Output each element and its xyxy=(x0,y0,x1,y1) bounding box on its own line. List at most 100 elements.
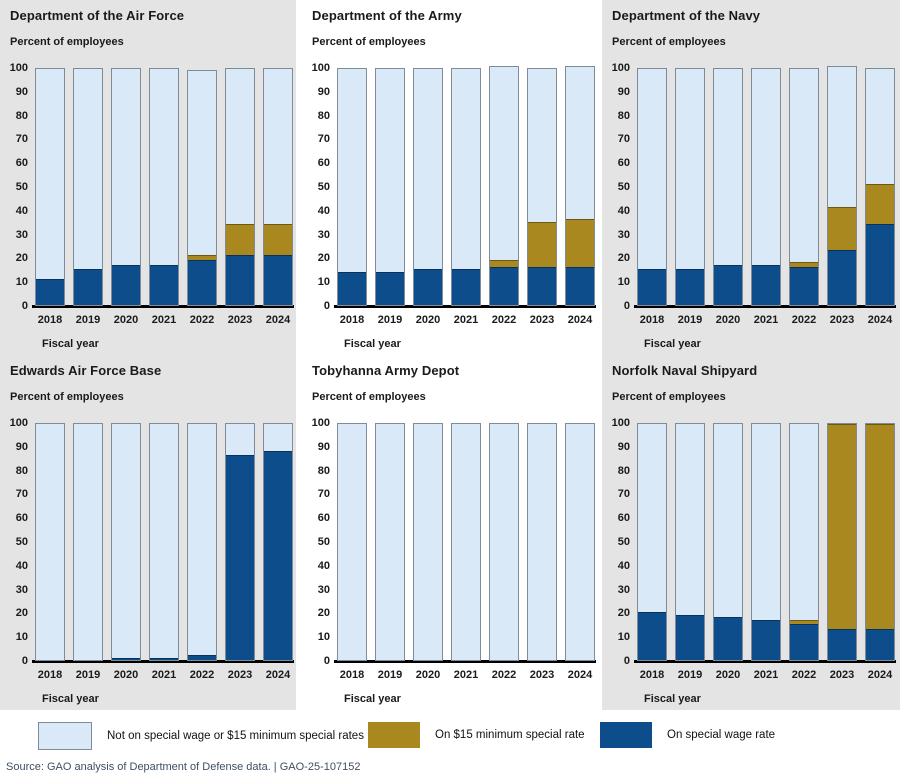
bar-2019 xyxy=(675,423,705,661)
segment-special-wage-rate xyxy=(638,612,666,660)
bar-2021 xyxy=(149,68,179,306)
segment-min15-rate xyxy=(490,259,518,267)
segment-special-wage-rate xyxy=(714,264,742,305)
bar-2021 xyxy=(451,68,481,306)
chart-edwards-afb: 0 10 20 30 40 50 60 70 80 90 100 2018 2019 2020 2021 20… xyxy=(0,417,296,681)
y-tick-label: 60 xyxy=(617,157,630,170)
y-tick-label: 20 xyxy=(15,607,28,620)
bar-2020 xyxy=(111,68,141,306)
x-tick-label: 2023 xyxy=(829,669,855,681)
x-tick-label: 2022 xyxy=(189,314,215,326)
y-tick-label: 20 xyxy=(317,607,330,620)
bar-2018 xyxy=(337,68,367,306)
x-tick-label: 2021 xyxy=(151,669,177,681)
segment-special-wage-rate xyxy=(188,655,216,660)
bar-2020 xyxy=(413,423,443,661)
y-tick-label: 80 xyxy=(617,464,630,477)
y-tick-label: 40 xyxy=(15,204,28,217)
segment-min15-rate xyxy=(528,221,556,267)
bar-2023 xyxy=(527,423,557,661)
chart-title: Department of the Navy xyxy=(612,8,761,23)
x-tick-label: 2021 xyxy=(753,669,779,681)
x-tick-label: 2022 xyxy=(491,669,517,681)
bar-2023 xyxy=(225,423,255,661)
x-axis-line xyxy=(334,660,596,663)
bar-2024 xyxy=(565,423,595,661)
x-tick-label: 2024 xyxy=(265,669,291,681)
segment-special-wage-rate xyxy=(112,264,140,305)
segment-special-wage-rate xyxy=(752,619,780,660)
legend-label: On special wage rate xyxy=(667,729,776,741)
chart-norfolk: 0 10 20 30 40 50 60 70 80 90 100 2018 2019 2020 2021 20… xyxy=(602,417,898,681)
y-tick-label: 70 xyxy=(15,488,28,501)
y-tick-label: 100 xyxy=(311,417,330,429)
y-tick-label: 60 xyxy=(15,512,28,525)
x-tick-label: 2019 xyxy=(75,669,101,681)
x-tick-label: 2022 xyxy=(491,314,517,326)
segment-special-wage-rate xyxy=(828,250,856,305)
y-tick-label: 50 xyxy=(15,536,28,548)
y-tick-label: 0 xyxy=(323,300,330,312)
segment-special-wage-rate xyxy=(790,266,818,305)
legend: Not on special wage or $15 minimum speci… xyxy=(0,722,900,754)
y-tick-label: 80 xyxy=(317,109,330,122)
segment-special-wage-rate xyxy=(638,269,666,305)
bar-2022 xyxy=(187,423,217,661)
bar-2023 xyxy=(827,65,857,306)
y-axis-label: Percent of employees xyxy=(10,36,124,48)
x-tick-label: 2022 xyxy=(189,669,215,681)
x-tick-label: 2024 xyxy=(567,314,593,326)
bar-2020 xyxy=(111,423,141,661)
x-tick-label: 2018 xyxy=(639,669,665,681)
segment-special-wage-rate xyxy=(150,264,178,305)
y-tick-label: 40 xyxy=(317,559,330,572)
y-tick-label: 50 xyxy=(15,181,28,193)
y-tick-label: 20 xyxy=(617,252,630,265)
legend-label: Not on special wage or $15 minimum speci… xyxy=(107,730,364,742)
bar-2019 xyxy=(73,423,103,661)
x-tick-label: 2024 xyxy=(567,669,593,681)
y-tick-label: 70 xyxy=(617,133,630,146)
panel-tobyhanna: Tobyhanna Army Depot Percent of employee… xyxy=(302,355,596,710)
segment-min15-rate xyxy=(566,219,594,267)
panel-edwards-afb: Edwards Air Force Base Percent of employ… xyxy=(0,355,296,710)
bar-2024 xyxy=(865,68,895,306)
y-tick-label: 0 xyxy=(21,300,28,312)
y-tick-label: 30 xyxy=(15,228,28,241)
segment-special-wage-rate xyxy=(866,224,894,305)
y-tick-label: 100 xyxy=(9,417,28,429)
y-tick-label: 10 xyxy=(617,631,630,644)
x-tick-label: 2023 xyxy=(227,314,253,326)
x-tick-label: 2023 xyxy=(529,314,555,326)
bar-2018 xyxy=(337,423,367,661)
y-tick-label: 100 xyxy=(611,417,630,429)
y-tick-label: 0 xyxy=(623,300,630,312)
bar-2021 xyxy=(751,68,781,306)
y-tick-label: 10 xyxy=(317,631,330,644)
segment-special-wage-rate xyxy=(338,271,366,305)
x-axis-label: Fiscal year xyxy=(42,338,99,350)
chart-title: Norfolk Naval Shipyard xyxy=(612,363,758,378)
bar-2019 xyxy=(375,68,405,306)
y-tick-label: 30 xyxy=(15,583,28,596)
y-tick-label: 100 xyxy=(611,62,630,74)
segment-special-wage-rate xyxy=(866,629,894,660)
x-tick-label: 2018 xyxy=(339,314,365,326)
y-axis-label: Percent of employees xyxy=(10,391,124,403)
x-tick-label: 2021 xyxy=(453,314,479,326)
panel-navy: Department of the Navy Percent of employ… xyxy=(602,0,900,355)
y-tick-label: 100 xyxy=(311,62,330,74)
y-axis-label: Percent of employees xyxy=(312,391,426,403)
x-tick-label: 2024 xyxy=(867,669,893,681)
segment-special-wage-rate xyxy=(676,614,704,660)
y-tick-label: 60 xyxy=(317,157,330,170)
y-tick-label: 0 xyxy=(323,655,330,667)
bar-2018 xyxy=(35,68,65,306)
y-tick-label: 40 xyxy=(617,204,630,217)
y-tick-label: 70 xyxy=(15,133,28,146)
bar-2019 xyxy=(675,68,705,306)
y-tick-label: 50 xyxy=(617,536,630,548)
x-axis-line xyxy=(634,660,896,663)
x-tick-label: 2022 xyxy=(791,314,817,326)
